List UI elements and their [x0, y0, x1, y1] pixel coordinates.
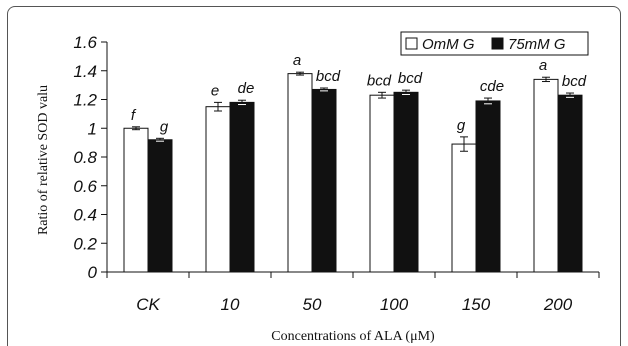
x-tick-label: 50	[303, 295, 322, 314]
y-tick-label: 0.4	[73, 206, 97, 225]
y-tick-label: 1	[88, 119, 97, 138]
bar	[205, 106, 231, 273]
x-tick-label: 100	[380, 295, 409, 314]
bar	[287, 73, 313, 273]
y-tick-label: 0.8	[73, 148, 97, 167]
significance-letter: bcd	[316, 68, 341, 85]
significance-letter: de	[238, 80, 255, 97]
x-tick-label: 150	[462, 295, 491, 314]
significance-letter: e	[211, 82, 219, 99]
significance-letter: bcd	[367, 72, 392, 89]
y-tick-label: 0.2	[73, 234, 97, 253]
significance-letter: bcd	[398, 70, 423, 87]
bar	[369, 94, 395, 273]
bar	[393, 91, 419, 273]
x-tick-label: CK	[136, 295, 160, 314]
y-tick-label: 1.4	[73, 62, 97, 81]
bar	[123, 127, 149, 273]
x-axis-label: Concentrations of ALA (μM)	[271, 329, 435, 344]
bar	[311, 88, 337, 273]
bar	[451, 143, 477, 273]
figure-frame	[7, 6, 621, 346]
bar	[557, 94, 583, 273]
legend: OmM G 75mM G	[400, 31, 589, 56]
y-tick-label: 0.6	[73, 177, 97, 196]
y-axis: 0 0.2 0.4 0.6 0.8 1 1.2 1.4 1.6	[73, 33, 108, 282]
significance-letter: a	[539, 57, 547, 74]
y-axis-label: Ratio of relative SOD valu	[36, 85, 51, 235]
y-tick-label: 1.2	[73, 91, 97, 110]
significance-letter: a	[293, 52, 301, 69]
significance-letter: bcd	[562, 73, 587, 90]
significance-letter: g	[160, 118, 169, 135]
legend-swatch	[491, 37, 504, 50]
x-tick-label: 10	[221, 295, 240, 314]
significance-letter: f	[131, 107, 137, 124]
bar	[147, 139, 173, 273]
legend-swatch	[405, 37, 418, 50]
significance-letter: g	[457, 117, 466, 134]
legend-label: 75mM G	[508, 36, 566, 53]
x-axis: CK 10 50 100 150 200	[106, 271, 600, 314]
bar	[475, 100, 501, 273]
legend-label: OmM G	[422, 36, 475, 53]
y-tick-label: 1.6	[73, 33, 97, 52]
bar	[229, 101, 255, 273]
significance-letter: cde	[480, 78, 504, 95]
bar	[533, 78, 559, 273]
y-tick-label: 0	[88, 263, 98, 282]
x-tick-label: 200	[543, 295, 573, 314]
